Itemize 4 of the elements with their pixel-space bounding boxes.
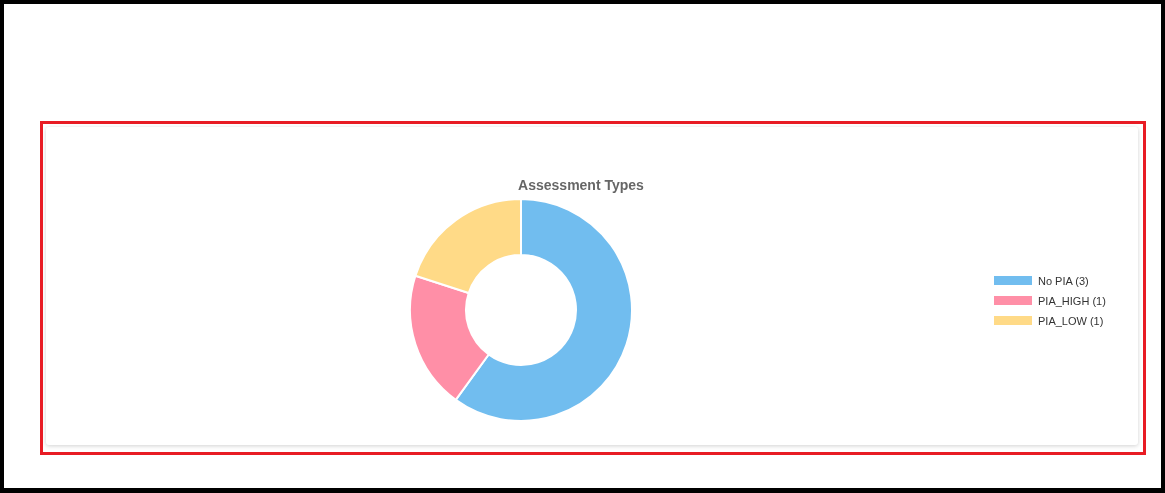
chart-title: Assessment Types (518, 177, 645, 193)
legend-label: No PIA (3) (1038, 274, 1089, 287)
legend-label: PIA_HIGH (1) (1038, 294, 1106, 307)
legend-label: PIA_LOW (1) (1038, 314, 1104, 327)
